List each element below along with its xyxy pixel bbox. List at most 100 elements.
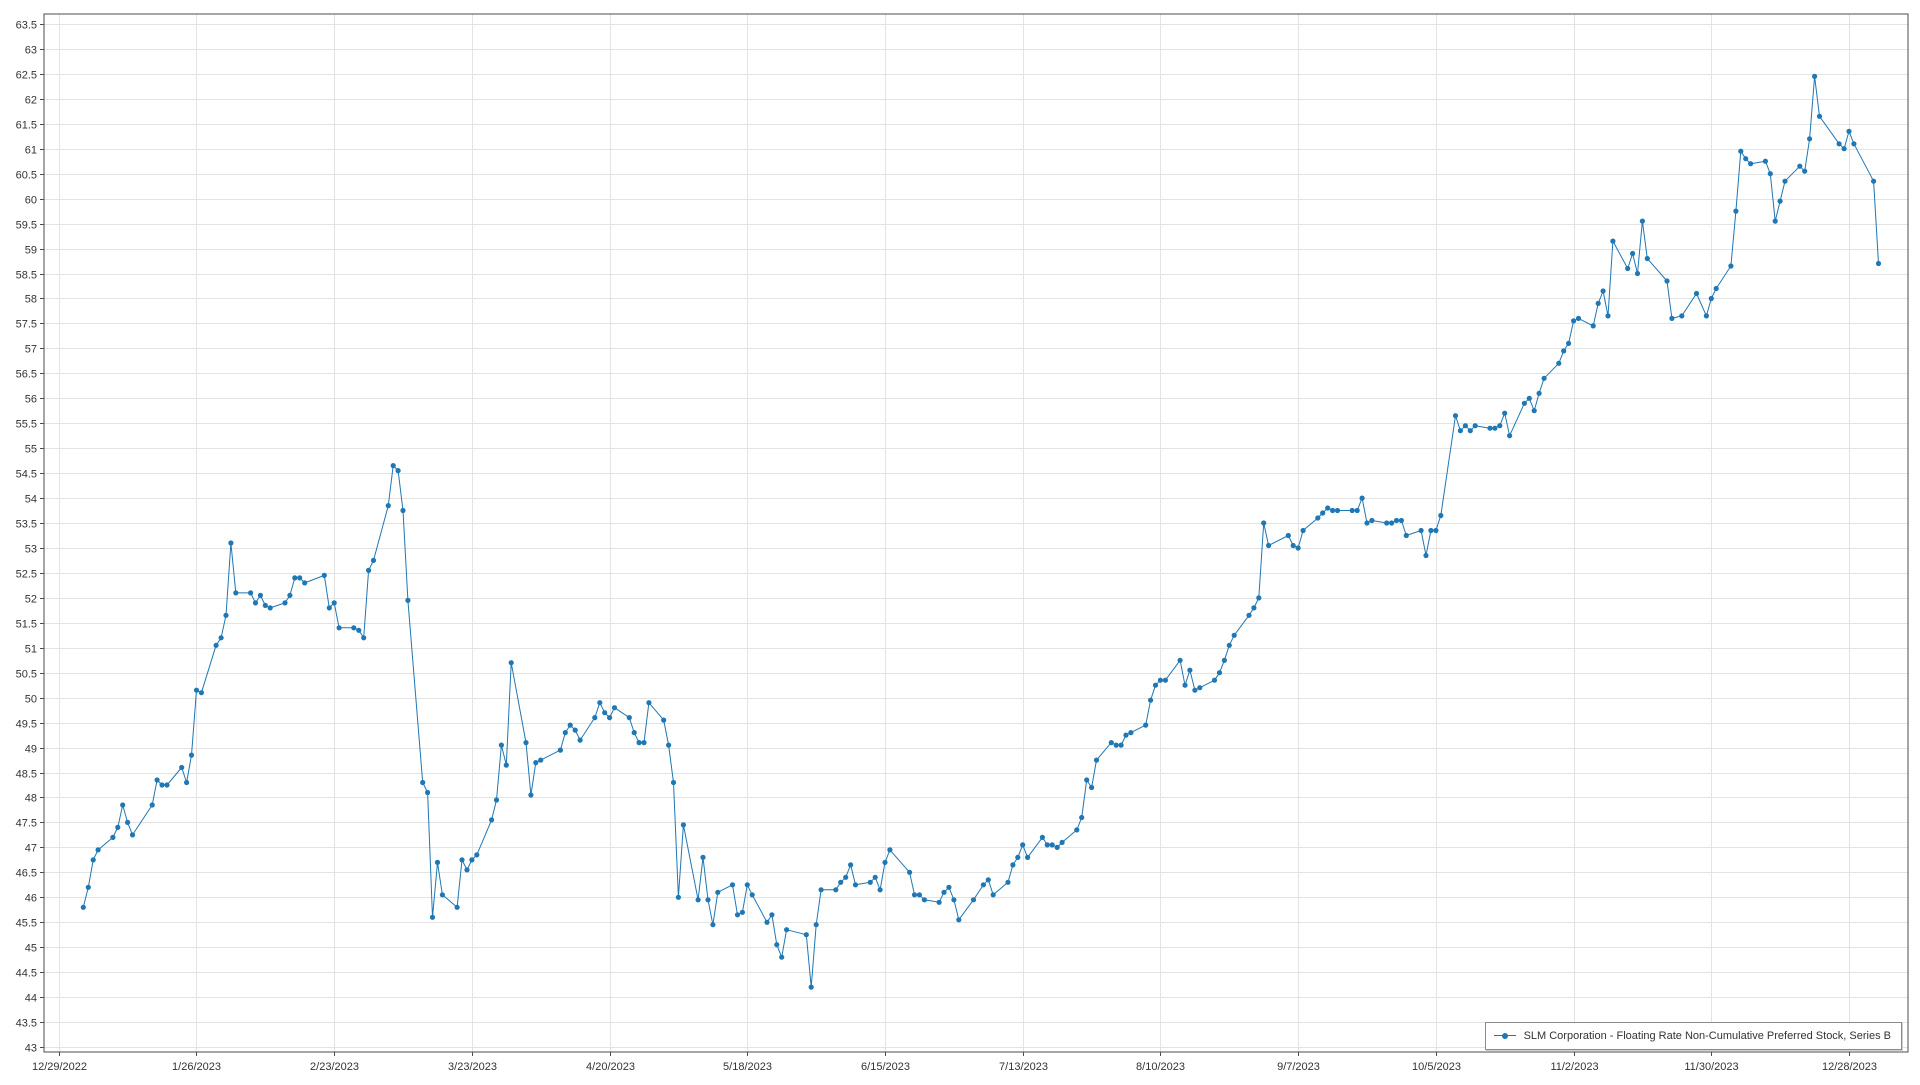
data-point bbox=[1438, 512, 1444, 519]
data-point bbox=[1526, 395, 1532, 401]
data-point bbox=[818, 887, 824, 893]
data-point bbox=[1639, 218, 1645, 224]
data-point bbox=[439, 892, 445, 898]
data-point bbox=[838, 879, 844, 885]
data-point bbox=[1590, 323, 1596, 329]
y-tick-label: 56.5 bbox=[16, 369, 37, 381]
data-point bbox=[115, 824, 121, 831]
data-point bbox=[1393, 517, 1400, 524]
data-point bbox=[1816, 113, 1823, 119]
y-tick-label: 48.5 bbox=[16, 769, 37, 781]
data-point bbox=[1566, 340, 1572, 346]
data-point bbox=[459, 857, 465, 863]
data-point bbox=[1330, 507, 1336, 514]
data-point bbox=[223, 612, 229, 618]
legend-line-marker-icon bbox=[1493, 1031, 1516, 1041]
data-point bbox=[228, 540, 234, 546]
data-point bbox=[843, 874, 849, 880]
data-point bbox=[1211, 677, 1218, 683]
data-point bbox=[921, 897, 928, 903]
data-point bbox=[970, 897, 977, 903]
data-point bbox=[90, 857, 96, 863]
y-tick-label: 58 bbox=[25, 294, 37, 306]
data-point bbox=[1093, 757, 1100, 763]
data-point bbox=[675, 894, 682, 900]
y-tick-label: 50 bbox=[25, 694, 37, 706]
data-point bbox=[1743, 156, 1749, 162]
data-point bbox=[764, 919, 770, 925]
data-point bbox=[1369, 517, 1375, 524]
data-point bbox=[110, 834, 116, 841]
data-point bbox=[493, 797, 500, 803]
data-point bbox=[557, 747, 564, 753]
data-point bbox=[877, 887, 883, 893]
data-point bbox=[592, 715, 598, 721]
y-tick-label: 63 bbox=[25, 45, 37, 57]
data-point bbox=[1084, 777, 1090, 783]
data-point bbox=[1197, 685, 1203, 691]
data-point bbox=[867, 879, 873, 885]
data-point bbox=[607, 715, 613, 721]
data-point bbox=[1457, 428, 1463, 434]
y-tick-label: 44 bbox=[25, 993, 37, 1005]
data-point bbox=[1226, 642, 1232, 648]
data-point bbox=[951, 897, 957, 903]
data-point bbox=[1152, 682, 1159, 688]
data-point bbox=[218, 635, 224, 641]
data-point bbox=[1074, 827, 1080, 833]
data-point bbox=[1162, 677, 1168, 683]
data-point bbox=[646, 700, 652, 706]
y-tick-label: 45.5 bbox=[16, 918, 37, 930]
data-point bbox=[179, 764, 185, 771]
data-point bbox=[1433, 527, 1439, 534]
y-tick-label: 56 bbox=[25, 394, 37, 406]
data-point bbox=[700, 854, 706, 861]
series-layer bbox=[80, 73, 1882, 990]
x-tick-label: 7/13/2023 bbox=[999, 1061, 1048, 1073]
data-point bbox=[1290, 542, 1296, 549]
legend-label: SLM Corporation - Floating Rate Non-Cumu… bbox=[1523, 1030, 1891, 1042]
data-point bbox=[1728, 263, 1734, 269]
data-point bbox=[1428, 527, 1434, 534]
data-point bbox=[213, 642, 219, 648]
data-point bbox=[1364, 520, 1370, 526]
data-point bbox=[1595, 300, 1601, 306]
data-point bbox=[1325, 505, 1331, 511]
data-point bbox=[661, 717, 667, 723]
data-point bbox=[1851, 141, 1857, 147]
data-point bbox=[1039, 834, 1045, 841]
data-point bbox=[267, 605, 273, 611]
y-tick-label: 57 bbox=[25, 344, 37, 356]
grid bbox=[44, 14, 1908, 1052]
data-point bbox=[1005, 879, 1011, 885]
y-tick-label: 60 bbox=[25, 195, 37, 207]
x-tick-label: 1/26/2023 bbox=[172, 1061, 221, 1073]
data-point bbox=[1610, 238, 1616, 244]
y-tick-label: 50.5 bbox=[16, 669, 37, 681]
x-tick-label: 2/23/2023 bbox=[310, 1061, 359, 1073]
data-point bbox=[125, 819, 131, 826]
plot-frame bbox=[43, 13, 1909, 1053]
data-point bbox=[1846, 128, 1852, 134]
data-point bbox=[1349, 507, 1355, 514]
data-point bbox=[611, 705, 618, 711]
data-point bbox=[464, 867, 470, 873]
data-point bbox=[779, 954, 785, 960]
data-point bbox=[1733, 208, 1739, 214]
data-point bbox=[390, 463, 396, 469]
data-point bbox=[1797, 163, 1803, 169]
data-point bbox=[774, 942, 780, 948]
data-point bbox=[188, 752, 195, 758]
data-point bbox=[1108, 740, 1114, 746]
data-point bbox=[538, 757, 544, 763]
y-tick-label: 54.5 bbox=[16, 469, 37, 481]
data-point bbox=[1782, 178, 1788, 184]
y-tick-label: 46 bbox=[25, 893, 37, 905]
x-tick-label: 4/20/2023 bbox=[586, 1061, 635, 1073]
data-point bbox=[154, 777, 160, 783]
data-point bbox=[248, 590, 254, 596]
data-point bbox=[1389, 520, 1395, 526]
y-tick-label: 59.5 bbox=[16, 220, 37, 232]
data-point bbox=[1497, 423, 1503, 429]
data-point bbox=[1418, 527, 1424, 534]
